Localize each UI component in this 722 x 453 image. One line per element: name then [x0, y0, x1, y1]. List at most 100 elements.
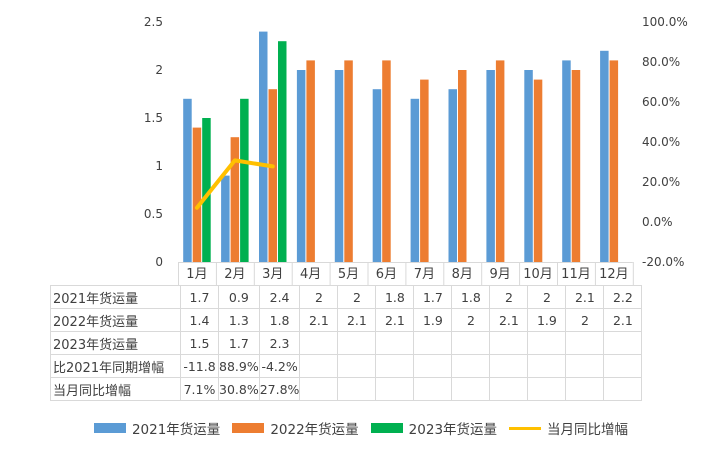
left-tick-label: 2.5 — [144, 15, 163, 29]
category-label: 1月 — [186, 267, 207, 282]
table-cell — [565, 331, 605, 355]
line-series — [194, 158, 275, 210]
right-tick-label: 20.0% — [642, 175, 680, 189]
table-cell: 0.9 — [218, 285, 260, 309]
category-label: 7月 — [414, 267, 435, 282]
category-label: 10月 — [523, 267, 553, 282]
legend-label-2022: 2022年货运量 — [270, 422, 359, 438]
table-cell: 2.1 — [375, 308, 415, 332]
bar-2021年货运量 — [221, 175, 230, 262]
bar-2021年货运量 — [183, 98, 192, 262]
bar-2023年货运量 — [240, 98, 249, 262]
legend-label-2023: 2023年货运量 — [408, 422, 498, 438]
table-cell: 30.8% — [218, 377, 260, 401]
table-cell: 2 — [565, 308, 605, 332]
table-cell — [489, 354, 529, 378]
right-tick-label: 100.0% — [642, 15, 688, 29]
bar-2022年货运量 — [533, 79, 543, 262]
category-label: 12月 — [599, 267, 629, 282]
bar-2021年货运量 — [562, 60, 571, 263]
bar-2022年货运量 — [571, 70, 581, 262]
table-cell: 1.9 — [527, 308, 567, 332]
bar-2021年货运量 — [524, 70, 533, 262]
table-cell — [451, 331, 491, 355]
bar-2023年货运量 — [278, 41, 287, 263]
table-cell — [413, 331, 453, 355]
table-cell: 2 — [337, 285, 377, 309]
table-cell — [603, 354, 643, 378]
table-cell: 2 — [489, 285, 529, 309]
left-tick-label: 0.5 — [144, 207, 163, 221]
row-header: 比2021年同期增幅 — [50, 354, 181, 378]
bar-2022年货运量 — [458, 70, 467, 262]
table-cell — [603, 331, 643, 355]
table-cell — [337, 331, 377, 355]
bar-2021年货运量 — [448, 89, 457, 262]
table-cell: 1.8 — [451, 285, 491, 309]
table-cell — [565, 354, 605, 378]
table-cell — [413, 354, 453, 378]
bar-2022年货运量 — [382, 60, 391, 263]
table-cell: -11.8 — [180, 354, 219, 378]
table-cell — [413, 377, 453, 401]
left-tick-label: 2 — [155, 63, 163, 77]
table-cell: 2 — [451, 308, 491, 332]
bar-series — [183, 31, 619, 263]
bar-2023年货运量 — [202, 118, 211, 262]
table-cell: 1.7 — [180, 285, 219, 309]
bar-2022年货运量 — [420, 79, 429, 262]
table-cell — [375, 354, 415, 378]
category-label: 9月 — [490, 267, 511, 282]
row-header: 2023年货运量 — [50, 331, 181, 355]
table-cell: 2.1 — [489, 308, 529, 332]
table-cell: 2.4 — [258, 285, 301, 309]
table-cell: 1.9 — [413, 308, 453, 332]
bar-2021年货运量 — [600, 50, 609, 262]
table-row: 比2021年同期增幅 -11.8 88.9% -4.2% — [50, 354, 643, 378]
table-cell: 1.5 — [180, 331, 219, 355]
right-axis: -20.0% 0.0% 20.0% 40.0% 60.0% 80.0% 100.0% — [642, 15, 688, 269]
line-当月同比增幅 — [194, 158, 275, 210]
category-axis: 1月 2月 3月 4月 5月 6月 7月 8月 9月 10月 11月 12月 — [178, 262, 634, 285]
table-cell: 1.7 — [218, 331, 260, 355]
table-cell: -4.2% — [258, 354, 301, 378]
category-label: 3月 — [262, 267, 283, 282]
right-tick-label: 60.0% — [642, 95, 680, 109]
table-cell: 2 — [299, 285, 339, 309]
table-cell — [299, 331, 339, 355]
table-cell: 1.3 — [218, 308, 260, 332]
table-cell — [527, 354, 567, 378]
table-cell: 7.1% — [180, 377, 219, 401]
table-row: 2023年货运量 1.5 1.7 2.3 — [50, 331, 643, 355]
table-cell: 88.9% — [218, 354, 260, 378]
bar-2021年货运量 — [410, 98, 420, 262]
table-cell: 1.7 — [413, 285, 453, 309]
row-header: 2021年货运量 — [50, 285, 181, 309]
table-row: 2021年货运量 1.7 0.9 2.4 2 2 1.8 1.7 1.8 2 2 2.1 2.2 — [50, 285, 643, 309]
data-table: 2021年货运量 1.7 0.9 2.4 2 2 1.8 1.7 1.8 2 2 2.1 2.2 2022… — [50, 285, 643, 401]
table-cell — [375, 377, 415, 401]
bar-2021年货运量 — [372, 89, 382, 262]
bar-2021年货运量 — [296, 70, 306, 262]
legend-item-2022: 2022年货运量 — [232, 418, 359, 438]
table-cell: 2 — [527, 285, 567, 309]
table-cell — [299, 354, 339, 378]
right-tick-label: 0.0% — [642, 215, 673, 229]
legend-item-2021: 2021年货运量 — [93, 418, 220, 438]
table-cell: 1.8 — [258, 308, 301, 332]
table-cell: 27.8% — [258, 377, 301, 401]
table-cell — [337, 354, 377, 378]
left-tick-label: 1.5 — [144, 111, 163, 125]
legend-item-2023: 2023年货运量 — [370, 418, 498, 438]
bar-2022年货运量 — [192, 127, 202, 262]
table-cell: 2.2 — [603, 285, 643, 309]
table-cell — [603, 377, 643, 401]
legend: 2021年货运量 2022年货运量 2023年货运量 当月同比增幅 — [0, 418, 722, 438]
bar-2021年货运量 — [259, 31, 268, 262]
table-cell: 1.4 — [180, 308, 219, 332]
bar-2021年货运量 — [334, 70, 344, 262]
bar-2022年货运量 — [306, 60, 315, 263]
bar-2022年货运量 — [495, 60, 505, 263]
legend-swatch-2021 — [93, 423, 126, 433]
table-cell: 2.1 — [603, 308, 643, 332]
